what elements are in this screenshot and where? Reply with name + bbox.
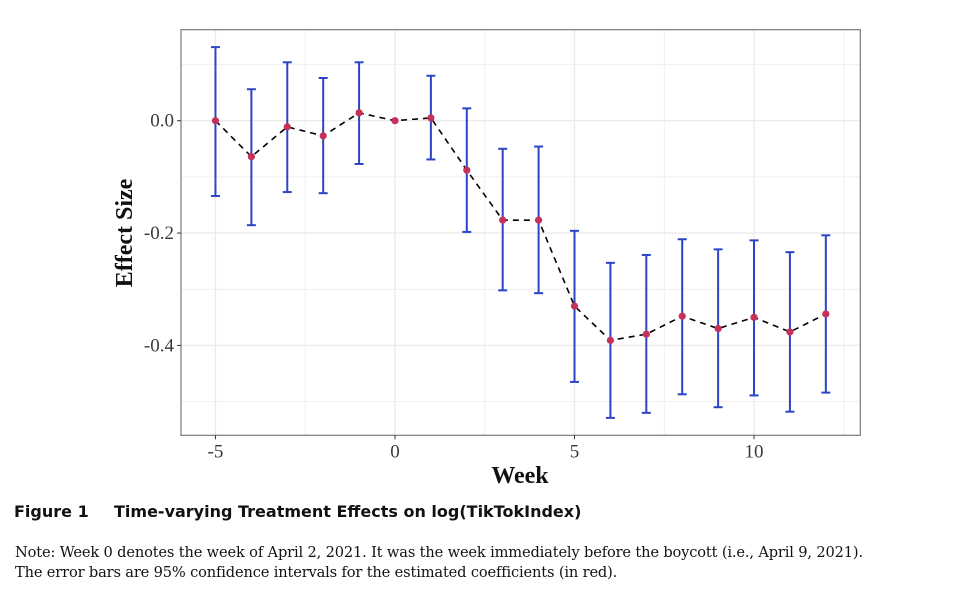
data-point [320,132,327,139]
data-point [427,114,434,121]
data-point [750,314,757,321]
data-point [786,328,793,335]
x-tick-label: -5 [208,441,224,462]
effect-size-chart: -5 0 5 10 0.0 -0.2 -0.4 Week Effect Size [0,0,977,500]
figure-title: Time-varying Treatment Effects on log(Ti… [114,502,581,521]
data-point [463,167,470,174]
data-point [391,117,398,124]
data-point [822,310,829,317]
data-point [355,109,362,116]
grid-lines [181,30,860,436]
data-point [535,217,542,224]
x-tick-label: 10 [745,441,764,462]
figure-caption: Figure 1Time-varying Treatment Effects o… [14,502,581,521]
x-axis-ticks: -5 0 5 10 [208,435,764,462]
y-axis-title: Effect Size [112,178,138,287]
y-axis-ticks: 0.0 -0.2 -0.4 [144,111,181,357]
data-point [715,325,722,332]
figure-note: Note: Week 0 denotes the week of April 2… [15,543,863,583]
data-point [643,331,650,338]
x-tick-label: 0 [390,441,400,462]
data-point [499,217,506,224]
y-tick-label: 0.0 [150,111,174,132]
data-point [607,337,614,344]
trend-line [215,113,825,341]
x-axis-title: Week [491,463,549,489]
data-point [571,302,578,309]
data-point [248,153,255,160]
dashed-trend-line [215,113,825,341]
y-tick-label: -0.2 [144,223,174,244]
note-line-1: Note: Week 0 denotes the week of April 2… [15,543,863,563]
data-point [212,117,219,124]
figure-label: Figure 1 [14,502,114,521]
note-line-2: The error bars are 95% confidence interv… [15,563,863,583]
coefficient-points [212,109,830,344]
y-tick-label: -0.4 [144,335,175,356]
data-point [284,123,291,130]
data-point [679,313,686,320]
x-tick-label: 5 [570,441,580,462]
